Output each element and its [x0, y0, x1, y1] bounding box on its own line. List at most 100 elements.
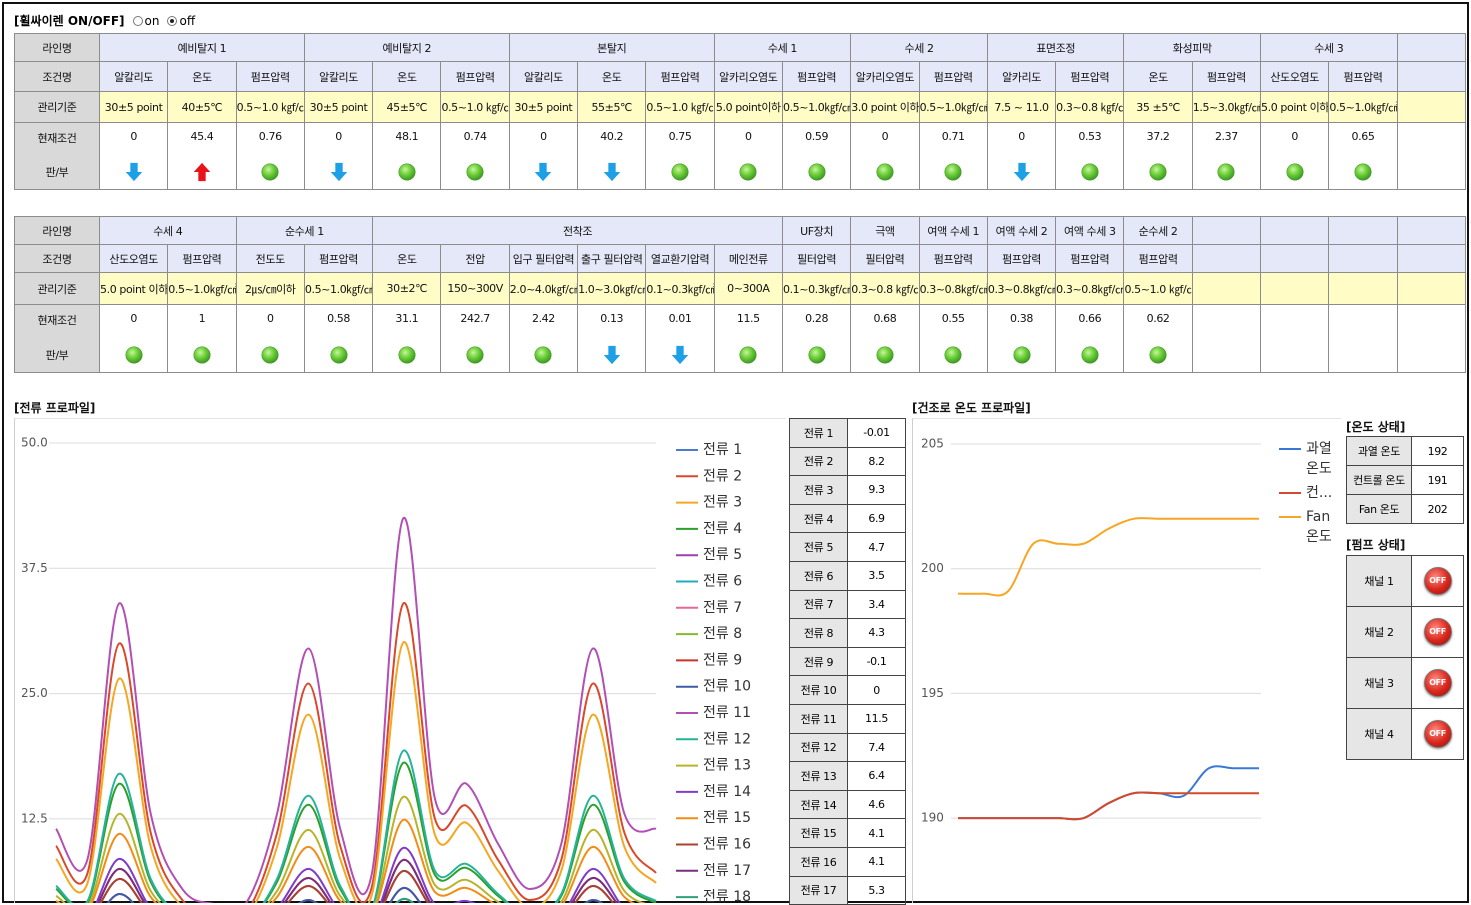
- pump-button[interactable]: OFF: [1423, 567, 1452, 595]
- condition-name: 전도도: [235, 244, 305, 273]
- empty-cell: [1396, 337, 1467, 373]
- condition-name: 펌프압력: [986, 244, 1057, 273]
- standard: 0.3~0.8 ㎏f/㎠: [1055, 91, 1125, 123]
- pump-button[interactable]: OFF: [1423, 618, 1452, 646]
- empty-cell: [1328, 244, 1398, 273]
- current-value: 2.42: [508, 304, 579, 338]
- current-value: 8.2: [847, 446, 906, 477]
- down-arrow: [603, 162, 620, 181]
- empty-cell: [1328, 337, 1398, 373]
- current-label: 전류 4: [789, 503, 848, 534]
- pump-title: [펌프 상태]: [1346, 538, 1406, 552]
- current-label: 전류 15: [789, 818, 848, 848]
- line-name: 여액 수세 1: [918, 216, 988, 245]
- empty-cell: [1191, 304, 1262, 338]
- standard: 0.5~1.0㎏f/㎠: [303, 272, 374, 305]
- current-value: 242.7: [440, 304, 510, 338]
- line-name: 수세 4: [99, 216, 237, 245]
- standard: 3.0 point 이하: [850, 91, 920, 123]
- current-label: 전류 1: [789, 418, 848, 448]
- judgement-icon: [1149, 163, 1167, 181]
- legend-label: 전류 14: [703, 784, 751, 800]
- table-row: 전류 17 5.3: [789, 875, 906, 905]
- pump-button[interactable]: OFF: [1423, 720, 1452, 748]
- judgement: [98, 337, 169, 373]
- line-name: 예비탈지 1: [99, 33, 305, 62]
- legend-label: Fan 온도: [1306, 509, 1332, 545]
- current-value: 9.3: [847, 475, 906, 505]
- series-line: [55, 749, 657, 903]
- judgement-icon: [1012, 346, 1031, 364]
- current-value: 40.2: [577, 122, 647, 155]
- pump-label: 채널 1: [1346, 555, 1412, 607]
- ok-indicator: [398, 163, 416, 181]
- table-row: 라인명 예비탈지 1 예비탈지 2 본탈지 수세 1 수세 2 표면조정 화성피막 수세 3: [14, 33, 1467, 62]
- empty-cell: [1396, 33, 1467, 62]
- radio-option[interactable]: on: [132, 14, 159, 28]
- ok-indicator: [876, 346, 894, 364]
- current-label: 전류 7: [789, 589, 848, 620]
- current-chart: 12.5 25.0 37.5 50.0 전류 1 전류 2 전류 3 전류 4 전류 5 전류 6…: [14, 418, 786, 903]
- condition-name: 펌프압력: [1123, 244, 1193, 273]
- condition-name: 펌프압력: [1191, 61, 1262, 92]
- radio-button[interactable]: [167, 15, 178, 26]
- line-name: UF장치: [781, 216, 852, 245]
- legend-label: 전류 1: [703, 442, 742, 458]
- current-value: 3.5: [847, 560, 906, 591]
- table-row: 현재조건 0 1 0 0.58 31.1 242.7 2.42 0.13 0.01 11.5 0.28…: [14, 304, 1467, 338]
- line-name: 극액: [850, 216, 920, 245]
- judgement-icon: [535, 162, 552, 181]
- current-value: 0.74: [440, 122, 510, 155]
- line-name: 순수세 2: [1123, 216, 1193, 245]
- empty-cell: [1191, 337, 1262, 373]
- current-value: 0.38: [986, 304, 1057, 338]
- row-label: 현재조건: [14, 304, 100, 338]
- table-row: 전류 5 4.7: [789, 532, 906, 562]
- plot: [55, 517, 657, 903]
- pump-button[interactable]: OFF: [1423, 669, 1452, 697]
- ok-indicator: [1149, 346, 1167, 364]
- current-value: 4.1: [847, 818, 906, 848]
- down-arrow: [125, 162, 142, 181]
- judgement-icon: [739, 346, 757, 364]
- current-value: 0.68: [850, 304, 920, 338]
- temperature-value: 192: [1411, 436, 1464, 466]
- standard: 0.5~1.0㎏f/㎠: [781, 91, 852, 123]
- current-value: 0.13: [577, 304, 647, 338]
- judgement: [850, 154, 920, 190]
- table-row: 판/부: [14, 154, 1467, 190]
- judgement: [303, 154, 374, 190]
- empty-cell: [1396, 122, 1467, 155]
- ok-indicator: [1217, 163, 1235, 181]
- standard: 30±5 point: [98, 91, 169, 123]
- row-label: 라인명: [14, 216, 100, 245]
- pump-cell: OFF: [1411, 606, 1464, 658]
- legend-label: 전류 6: [703, 574, 742, 590]
- radio-button[interactable]: [132, 15, 143, 26]
- judgement-icon: [1286, 163, 1304, 181]
- table-row: 전류 11 11.5: [789, 703, 906, 734]
- judgement: [167, 154, 237, 190]
- judgement-icon: [944, 163, 962, 181]
- judgement-icon: [1217, 163, 1235, 181]
- judgement-icon: [261, 163, 279, 181]
- condition-name: 알카리도: [986, 61, 1057, 92]
- condition-name: 펌프압력: [918, 61, 988, 92]
- judgement-icon: [876, 163, 894, 181]
- condition-name: 알칼리도: [98, 61, 169, 92]
- judgement-icon: [671, 163, 689, 181]
- temperature-label: 과열 온도: [1346, 436, 1412, 466]
- temperature-table: 과열 온도 192 컨트롤 온도 191 Fan 온도 202: [1346, 436, 1464, 524]
- judgement: [986, 337, 1057, 373]
- judgement: [1123, 337, 1193, 373]
- condition-name: 전압: [440, 244, 510, 273]
- standard: 1.0~3.0㎏f/㎠: [577, 272, 647, 305]
- table-row: 전류 13 6.4: [789, 761, 906, 791]
- ok-indicator: [466, 346, 484, 364]
- temperature-value: 202: [1411, 494, 1464, 524]
- radio-option[interactable]: off: [167, 14, 195, 28]
- standard: 30±2℃: [372, 272, 442, 305]
- judgement-icon: [808, 346, 826, 364]
- ok-indicator: [261, 163, 279, 181]
